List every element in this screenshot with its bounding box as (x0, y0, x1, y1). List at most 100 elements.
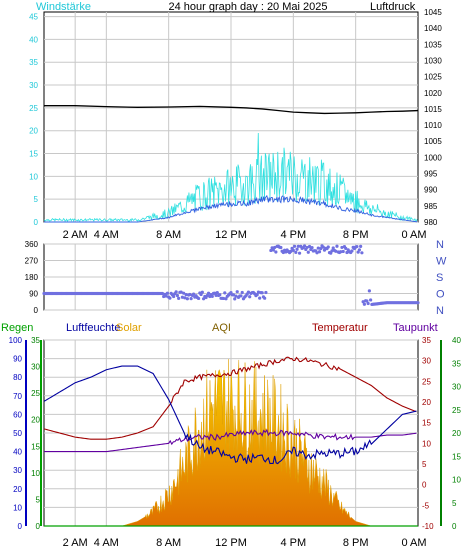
wind-direction-point (360, 251, 364, 255)
wind-direction-point (316, 246, 320, 250)
wind-direction-point (260, 291, 264, 295)
humidity-tick-label: 80 (13, 373, 22, 382)
wind-direction-point (196, 296, 201, 301)
wind-tick-label: 10 (29, 172, 38, 181)
wind-direction-point (160, 291, 165, 296)
legend-humidity: Luftfeuchte (66, 322, 120, 334)
pressure-tick-label: 980 (424, 218, 438, 227)
compass-label: S (436, 272, 443, 284)
legend-dewpoint: Taupunkt (393, 322, 438, 334)
legend-rain: Regen (1, 322, 33, 334)
wind-direction-point (359, 244, 363, 248)
pressure-tick-label: 1045 (424, 8, 442, 17)
solar-tick-label: 10 (452, 476, 461, 485)
x-tick-label: 0 AM (401, 537, 426, 549)
humidity-tick-label: 100 (9, 336, 23, 345)
rain-tick-label: 35 (31, 336, 40, 345)
x-tick-label: 4 PM (280, 229, 306, 241)
wind-direction-point (184, 292, 188, 297)
wind-direction-point (172, 294, 176, 299)
wind-direction-point (357, 248, 362, 252)
wind-direction-point (317, 250, 322, 254)
solar-tick-label: 15 (452, 452, 461, 461)
wind-direction-point (366, 301, 370, 306)
direction-tick-label: 360 (25, 240, 39, 249)
solar-tick-label: 30 (452, 383, 461, 392)
temperature-tick-label: -5 (422, 501, 430, 510)
wind-direction-point (307, 244, 312, 249)
wind-direction-point (256, 290, 261, 294)
rain-tick-label: 10 (31, 469, 40, 478)
wind-direction-point (206, 291, 211, 295)
wind-direction-point (335, 244, 339, 248)
wind-direction-point (310, 245, 314, 250)
wind-direction-point (367, 289, 371, 293)
x-tick-label: 12 PM (215, 537, 247, 549)
x-tick-label: 12 PM (215, 229, 247, 241)
wind-direction-point (271, 248, 275, 252)
direction-tick-label: 180 (25, 273, 39, 282)
solar-tick-label: 5 (452, 499, 457, 508)
pressure-tick-label: 995 (424, 170, 438, 179)
wind-direction-point (179, 290, 183, 294)
wind-direction-point (334, 249, 338, 253)
legend-aqi: AQI (212, 322, 231, 334)
wind-direction-point (240, 290, 244, 295)
wind-direction-point (319, 246, 323, 251)
wind-tick-label: 40 (29, 35, 38, 44)
wind-direction-point (296, 244, 300, 248)
wind-direction-point (177, 296, 181, 300)
pressure-tick-label: 1030 (424, 56, 442, 65)
temperature-tick-label: 10 (422, 439, 431, 448)
rain-tick-label: 5 (36, 495, 41, 504)
wind-direction-point (339, 250, 343, 254)
wind-direction-point (231, 293, 236, 297)
wind-direction-point (306, 250, 310, 254)
wind-direction-point (264, 290, 268, 295)
wind-direction-point (235, 290, 239, 294)
wind-direction-point (223, 291, 227, 295)
pressure-tick-label: 990 (424, 186, 438, 195)
wind-direction-point (182, 291, 186, 295)
compass-label: N (436, 305, 444, 317)
rain-tick-label: 20 (31, 416, 40, 425)
wind-tick-label: 0 (34, 218, 39, 227)
wind-direction-point (189, 297, 193, 301)
wind-direction-point (350, 249, 354, 253)
legend-solar: Solar (116, 322, 142, 334)
wind-direction-point (164, 294, 168, 298)
wind-direction-point (273, 245, 277, 250)
wind-direction-point (188, 292, 192, 297)
wind-tick-label: 45 (29, 13, 38, 22)
temperature-line (43, 356, 417, 440)
wind-direction-point (233, 297, 237, 301)
pressure-tick-label: 1040 (424, 24, 442, 33)
wind-direction-point (279, 245, 283, 250)
direction-tick-label: 90 (29, 290, 38, 299)
humidity-tick-label: 70 (13, 392, 22, 401)
wind-direction-point (218, 293, 222, 297)
wind-direction-point (248, 295, 252, 299)
pressure-tick-label: 1000 (424, 153, 442, 162)
legend-temperature: Temperatur (312, 322, 368, 334)
temperature-tick-label: 30 (422, 357, 431, 366)
wind-direction-point (210, 294, 214, 298)
wind-direction-point (326, 245, 330, 249)
wind-direction-point (344, 246, 348, 251)
humidity-line (43, 365, 417, 465)
x-tick-label: 2 AM (63, 229, 88, 241)
wind-direction-point (295, 247, 299, 251)
humidity-tick-label: 20 (13, 485, 22, 494)
temperature-tick-label: 15 (422, 419, 431, 428)
wind-direction-point (165, 291, 170, 295)
x-tick-label: 8 PM (343, 229, 369, 241)
wind-tick-label: 25 (29, 104, 38, 113)
wind-direction-point (361, 300, 365, 304)
x-tick-label: 0 AM (401, 229, 426, 241)
pressure-tick-label: 1005 (424, 137, 442, 146)
humidity-tick-label: 10 (13, 503, 22, 512)
wind-direction-point (362, 302, 366, 306)
wind-tick-label: 5 (34, 195, 39, 204)
pressure-tick-label: 1025 (424, 73, 442, 82)
wind-direction-point (274, 250, 278, 254)
